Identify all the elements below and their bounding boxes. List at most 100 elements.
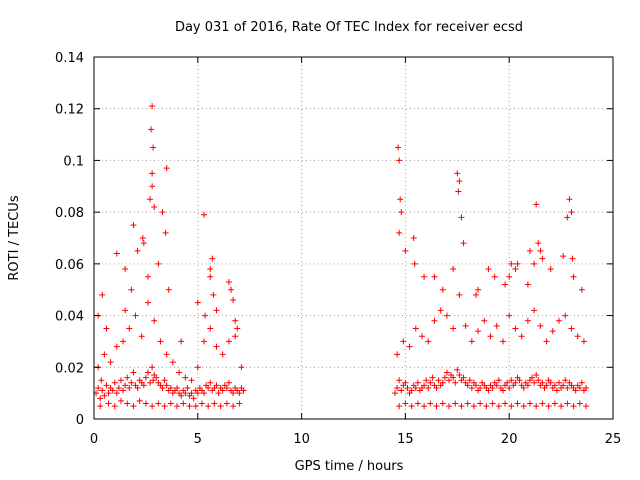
data-point: [188, 377, 195, 384]
data-point: [583, 403, 590, 410]
data-point: [99, 291, 106, 298]
data-point: [392, 390, 399, 397]
data-point: [414, 400, 421, 407]
data-point: [122, 307, 129, 314]
data-point: [139, 235, 146, 241]
data-point: [414, 379, 421, 386]
data-point: [147, 196, 154, 203]
data-point: [564, 384, 571, 391]
data-point: [472, 291, 479, 298]
data-point: [514, 260, 521, 267]
data-point: [514, 400, 521, 407]
data-point: [427, 400, 434, 407]
x-tick-label: 5: [194, 432, 202, 447]
data-point: [159, 384, 166, 391]
data-point: [101, 351, 108, 358]
data-point: [570, 273, 577, 280]
data-point: [142, 374, 149, 381]
data-point: [134, 247, 141, 254]
data-point: [402, 247, 409, 254]
data-point: [161, 377, 168, 384]
data-point: [184, 384, 191, 391]
y-tick-label: 0.1: [63, 154, 84, 169]
data-point: [506, 312, 513, 319]
data-point: [117, 377, 124, 384]
data-point: [419, 333, 426, 340]
data-point: [408, 403, 415, 410]
data-point: [219, 351, 226, 358]
data-point: [238, 364, 245, 371]
data-point: [201, 338, 208, 345]
data-point: [558, 403, 565, 410]
data-point: [421, 403, 428, 410]
data-point: [182, 390, 189, 397]
data-point: [489, 384, 496, 391]
data-point: [508, 403, 515, 410]
data-point: [431, 273, 438, 280]
data-point: [412, 384, 419, 391]
data-point: [99, 387, 106, 394]
data-point: [192, 403, 199, 410]
x-tick-label: 15: [397, 432, 414, 447]
data-point: [489, 400, 496, 407]
data-point: [556, 379, 563, 386]
data-point: [163, 165, 170, 172]
data-point: [205, 403, 212, 410]
data-point: [543, 382, 550, 389]
data-point: [225, 278, 232, 285]
data-point: [443, 369, 450, 376]
data-point: [470, 403, 477, 410]
data-point: [113, 343, 120, 350]
y-tick-label: 0.14: [55, 51, 84, 66]
data-points: [93, 103, 590, 410]
data-point: [232, 317, 239, 324]
data-point: [107, 359, 114, 366]
data-point: [574, 333, 581, 340]
data-point: [499, 387, 506, 394]
data-point: [209, 255, 216, 262]
data-point: [475, 328, 482, 335]
y-axis-label: ROTI / TECUs: [7, 195, 22, 280]
data-point: [433, 384, 440, 391]
data-point: [468, 384, 475, 391]
data-point: [404, 384, 411, 391]
data-point: [150, 144, 157, 151]
data-point: [524, 281, 531, 288]
data-point: [454, 170, 461, 177]
data-point: [169, 359, 176, 366]
data-point: [132, 312, 139, 319]
data-point: [163, 351, 170, 358]
data-point: [180, 400, 187, 407]
data-point: [526, 247, 533, 254]
data-point: [105, 400, 112, 407]
data-point: [493, 382, 500, 389]
data-point: [537, 247, 544, 254]
data-point: [425, 384, 432, 391]
data-point: [117, 397, 124, 404]
data-point: [483, 403, 490, 410]
data-point: [219, 387, 226, 394]
data-point: [236, 390, 243, 397]
data-point: [205, 384, 212, 391]
chart-title: Day 031 of 2016, Rate Of TEC Index for r…: [175, 20, 523, 35]
data-point: [485, 266, 492, 273]
data-point: [126, 384, 133, 391]
data-point: [560, 253, 567, 260]
y-tick-label: 0.08: [55, 206, 84, 221]
data-point: [174, 384, 181, 391]
data-point: [198, 400, 205, 407]
data-point: [526, 400, 533, 407]
data-point: [475, 286, 482, 293]
data-point: [150, 377, 157, 384]
data-point: [533, 372, 540, 379]
data-point: [551, 382, 558, 389]
data-point: [232, 333, 239, 340]
data-point: [396, 403, 403, 410]
data-point: [398, 387, 405, 394]
data-point: [456, 291, 463, 298]
data-point: [529, 374, 536, 381]
data-point: [155, 400, 162, 407]
data-point: [450, 374, 457, 381]
data-point: [95, 384, 102, 391]
data-point: [120, 387, 127, 394]
